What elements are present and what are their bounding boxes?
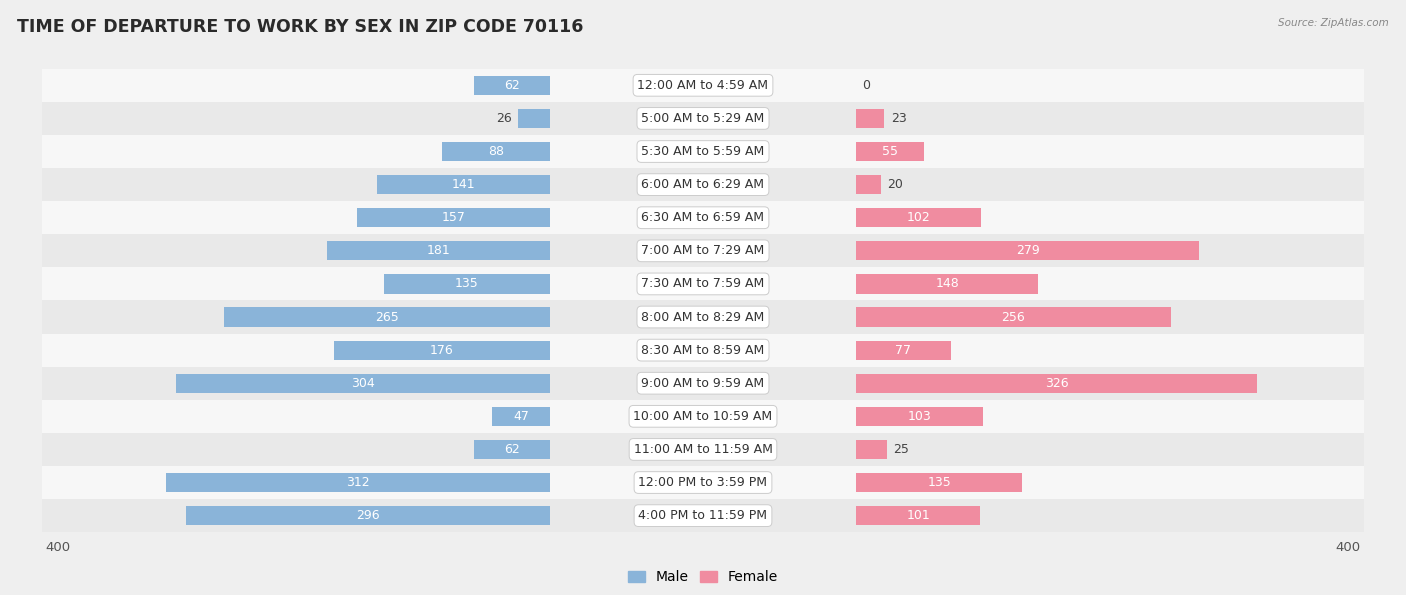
Bar <box>166 473 550 492</box>
Text: 26: 26 <box>496 112 512 125</box>
Text: 181: 181 <box>427 245 450 257</box>
Bar <box>856 473 1022 492</box>
Bar <box>42 267 1364 300</box>
Bar <box>42 466 1364 499</box>
Bar <box>42 400 1364 433</box>
Text: 47: 47 <box>513 410 529 423</box>
Bar <box>42 234 1364 267</box>
Bar <box>186 506 550 525</box>
Bar <box>856 142 924 161</box>
Text: 8:00 AM to 8:29 AM: 8:00 AM to 8:29 AM <box>641 311 765 324</box>
Bar <box>42 168 1364 201</box>
Text: 5:30 AM to 5:59 AM: 5:30 AM to 5:59 AM <box>641 145 765 158</box>
Text: TIME OF DEPARTURE TO WORK BY SEX IN ZIP CODE 70116: TIME OF DEPARTURE TO WORK BY SEX IN ZIP … <box>17 18 583 36</box>
Bar <box>377 175 550 194</box>
Bar <box>357 208 550 227</box>
Text: 176: 176 <box>430 344 454 356</box>
Text: 135: 135 <box>456 277 479 290</box>
Bar <box>474 76 550 95</box>
Text: 4:00 PM to 11:59 PM: 4:00 PM to 11:59 PM <box>638 509 768 522</box>
Text: 101: 101 <box>907 509 929 522</box>
Text: 296: 296 <box>356 509 380 522</box>
Text: 62: 62 <box>503 443 520 456</box>
Bar <box>856 440 887 459</box>
Text: 141: 141 <box>451 178 475 191</box>
Text: 326: 326 <box>1045 377 1069 390</box>
Text: 11:00 AM to 11:59 AM: 11:00 AM to 11:59 AM <box>634 443 772 456</box>
Bar <box>474 440 550 459</box>
Bar <box>856 175 880 194</box>
Text: 279: 279 <box>1015 245 1039 257</box>
Bar <box>441 142 550 161</box>
Bar <box>856 506 980 525</box>
Text: 55: 55 <box>882 145 898 158</box>
Text: 9:00 AM to 9:59 AM: 9:00 AM to 9:59 AM <box>641 377 765 390</box>
Text: 23: 23 <box>891 112 907 125</box>
Text: 0: 0 <box>862 79 870 92</box>
Text: 103: 103 <box>907 410 931 423</box>
Text: 304: 304 <box>352 377 375 390</box>
Bar <box>176 374 550 393</box>
Legend: Male, Female: Male, Female <box>623 565 783 590</box>
Bar <box>492 407 550 426</box>
Text: Source: ZipAtlas.com: Source: ZipAtlas.com <box>1278 18 1389 28</box>
Bar <box>856 208 981 227</box>
Bar <box>856 340 950 360</box>
Text: 6:30 AM to 6:59 AM: 6:30 AM to 6:59 AM <box>641 211 765 224</box>
Bar <box>42 135 1364 168</box>
Bar <box>224 308 550 327</box>
Text: 62: 62 <box>503 79 520 92</box>
Bar <box>42 499 1364 532</box>
Bar <box>517 109 550 128</box>
Text: 25: 25 <box>893 443 910 456</box>
Text: 77: 77 <box>896 344 911 356</box>
Text: 256: 256 <box>1001 311 1025 324</box>
Text: 7:30 AM to 7:59 AM: 7:30 AM to 7:59 AM <box>641 277 765 290</box>
Bar <box>856 374 1257 393</box>
Bar <box>333 340 550 360</box>
Bar <box>42 300 1364 334</box>
Text: 157: 157 <box>441 211 465 224</box>
Text: 8:30 AM to 8:59 AM: 8:30 AM to 8:59 AM <box>641 344 765 356</box>
Text: 12:00 AM to 4:59 AM: 12:00 AM to 4:59 AM <box>637 79 769 92</box>
Text: 265: 265 <box>375 311 399 324</box>
Bar <box>384 274 550 293</box>
Text: 10:00 AM to 10:59 AM: 10:00 AM to 10:59 AM <box>634 410 772 423</box>
Bar <box>856 407 983 426</box>
Text: 148: 148 <box>935 277 959 290</box>
Text: 88: 88 <box>488 145 503 158</box>
Bar <box>42 367 1364 400</box>
Text: 20: 20 <box>887 178 903 191</box>
Bar <box>42 69 1364 102</box>
Bar <box>328 241 550 261</box>
Bar <box>42 334 1364 367</box>
Bar <box>856 241 1199 261</box>
Text: 312: 312 <box>346 476 370 489</box>
Text: 12:00 PM to 3:59 PM: 12:00 PM to 3:59 PM <box>638 476 768 489</box>
Bar <box>856 308 1171 327</box>
Bar <box>856 274 1038 293</box>
Text: 135: 135 <box>927 476 950 489</box>
Bar <box>42 201 1364 234</box>
Text: 6:00 AM to 6:29 AM: 6:00 AM to 6:29 AM <box>641 178 765 191</box>
Bar <box>42 102 1364 135</box>
Bar <box>856 109 884 128</box>
Text: 5:00 AM to 5:29 AM: 5:00 AM to 5:29 AM <box>641 112 765 125</box>
Text: 102: 102 <box>907 211 931 224</box>
Text: 7:00 AM to 7:29 AM: 7:00 AM to 7:29 AM <box>641 245 765 257</box>
Bar <box>42 433 1364 466</box>
